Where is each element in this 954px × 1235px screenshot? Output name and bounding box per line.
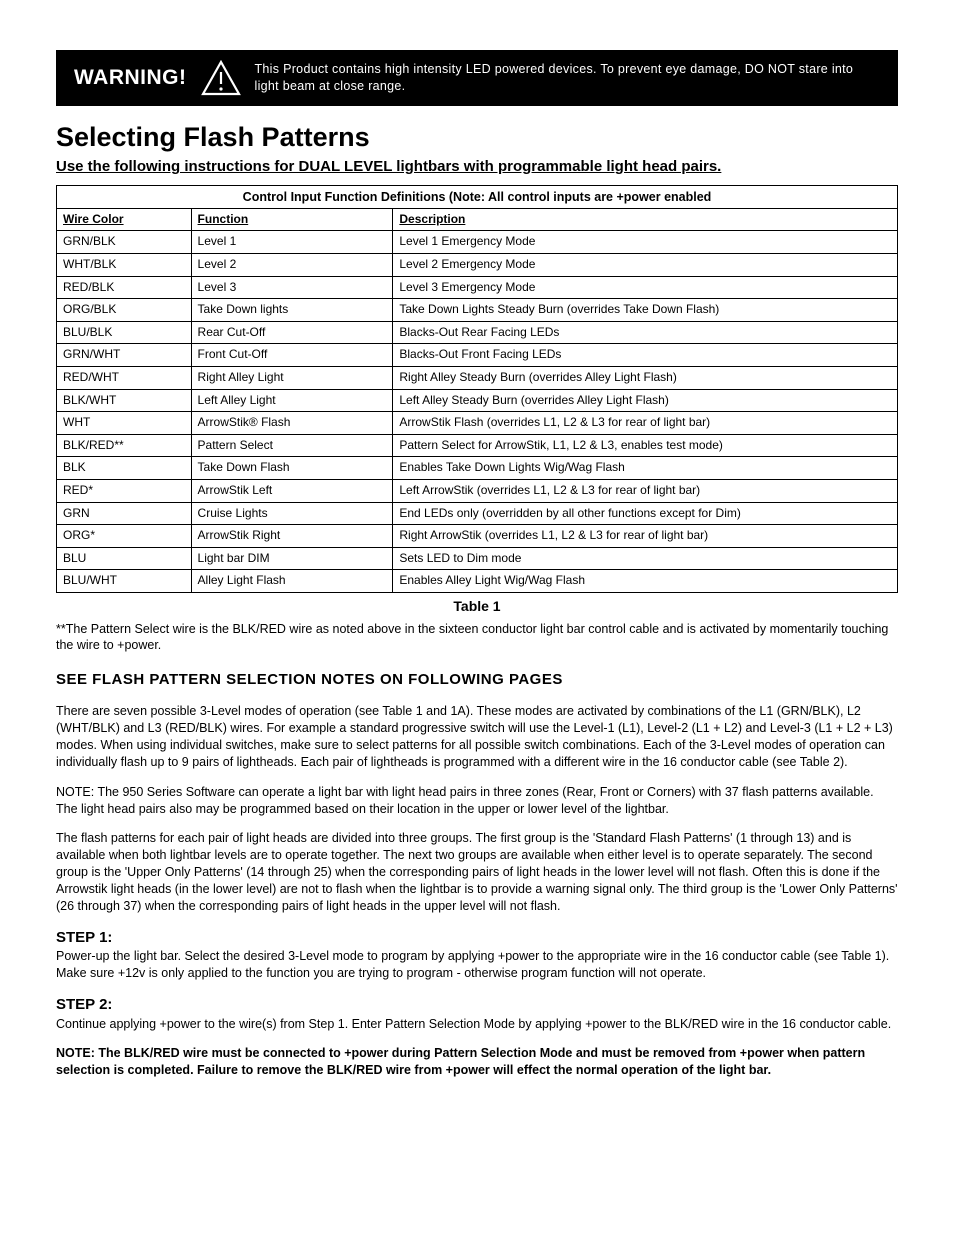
table-cell: Take Down lights xyxy=(191,299,393,322)
table-row: GRNCruise LightsEnd LEDs only (overridde… xyxy=(57,502,898,525)
step-2-heading: STEP 2: xyxy=(56,995,898,1015)
table-cell: RED/WHT xyxy=(57,367,192,390)
table-cell: Pattern Select for ArrowStik, L1, L2 & L… xyxy=(393,434,898,457)
table-cell: BLK xyxy=(57,457,192,480)
section-heading: SEE FLASH PATTERN SELECTION NOTES ON FOL… xyxy=(56,670,898,690)
table-cell: BLU/BLK xyxy=(57,321,192,344)
table-cell: Rear Cut-Off xyxy=(191,321,393,344)
table-cell: Left Alley Steady Burn (overrides Alley … xyxy=(393,389,898,412)
table-label: Table 1 xyxy=(56,597,898,615)
step-2-body: Continue applying +power to the wire(s) … xyxy=(56,1016,898,1033)
step-1-heading: STEP 1: xyxy=(56,928,898,948)
table-cell: Pattern Select xyxy=(191,434,393,457)
table-cell: Level 2 Emergency Mode xyxy=(393,254,898,277)
table-cell: BLK/RED** xyxy=(57,434,192,457)
table-footnote: **The Pattern Select wire is the BLK/RED… xyxy=(56,621,898,654)
table-cell: Blacks-Out Rear Facing LEDs xyxy=(393,321,898,344)
table-cell: Level 2 xyxy=(191,254,393,277)
table-caption-row: Control Input Function Definitions (Note… xyxy=(57,185,898,208)
header-wire-color: Wire Color xyxy=(57,208,192,231)
table-cell: Left Alley Light xyxy=(191,389,393,412)
table-cell: Left ArrowStik (overrides L1, L2 & L3 fo… xyxy=(393,479,898,502)
table-cell: Light bar DIM xyxy=(191,547,393,570)
paragraph-3: The flash patterns for each pair of ligh… xyxy=(56,830,898,914)
table-cell: Right Alley Light xyxy=(191,367,393,390)
table-cell: WHT/BLK xyxy=(57,254,192,277)
table-cell: Take Down Flash xyxy=(191,457,393,480)
paragraph-1: There are seven possible 3-Level modes o… xyxy=(56,703,898,771)
table-cell: BLK/WHT xyxy=(57,389,192,412)
table-cell: GRN/WHT xyxy=(57,344,192,367)
table-cell: ArrowStik Left xyxy=(191,479,393,502)
table-row: ORG/BLKTake Down lightsTake Down Lights … xyxy=(57,299,898,322)
table-header-row: Wire Color Function Description xyxy=(57,208,898,231)
table-row: WHT/BLKLevel 2Level 2 Emergency Mode xyxy=(57,254,898,277)
subheading: Use the following instructions for DUAL … xyxy=(56,157,898,177)
table-cell: ORG* xyxy=(57,525,192,548)
table-cell: Enables Alley Light Wig/Wag Flash xyxy=(393,570,898,593)
table-row: RED/WHTRight Alley LightRight Alley Stea… xyxy=(57,367,898,390)
header-description: Description xyxy=(393,208,898,231)
table-cell: Take Down Lights Steady Burn (overrides … xyxy=(393,299,898,322)
table-cell: Level 3 xyxy=(191,276,393,299)
table-cell: WHT xyxy=(57,412,192,435)
table-cell: ArrowStik Flash (overrides L1, L2 & L3 f… xyxy=(393,412,898,435)
table-cell: Enables Take Down Lights Wig/Wag Flash xyxy=(393,457,898,480)
table-cell: ORG/BLK xyxy=(57,299,192,322)
table-cell: ArrowStik Right xyxy=(191,525,393,548)
table-cell: GRN/BLK xyxy=(57,231,192,254)
table-row: ORG*ArrowStik RightRight ArrowStik (over… xyxy=(57,525,898,548)
table-row: BLK/RED**Pattern SelectPattern Select fo… xyxy=(57,434,898,457)
header-function: Function xyxy=(191,208,393,231)
warning-icon xyxy=(201,60,241,96)
warning-text: This Product contains high intensity LED… xyxy=(255,61,881,95)
table-row: BLKTake Down FlashEnables Take Down Ligh… xyxy=(57,457,898,480)
page-title: Selecting Flash Patterns xyxy=(56,120,898,155)
warning-label: WARNING! xyxy=(74,64,187,91)
note-bold: NOTE: The BLK/RED wire must be connected… xyxy=(56,1045,898,1079)
table-cell: Level 1 Emergency Mode xyxy=(393,231,898,254)
warning-banner: WARNING! This Product contains high inte… xyxy=(56,50,898,106)
table-cell: Level 1 xyxy=(191,231,393,254)
table-row: RED*ArrowStik LeftLeft ArrowStik (overri… xyxy=(57,479,898,502)
table-caption-top: Control Input Function Definitions (Note… xyxy=(57,185,898,208)
table-cell: Blacks-Out Front Facing LEDs xyxy=(393,344,898,367)
table-cell: End LEDs only (overridden by all other f… xyxy=(393,502,898,525)
table-cell: ArrowStik® Flash xyxy=(191,412,393,435)
table-row: BLK/WHTLeft Alley LightLeft Alley Steady… xyxy=(57,389,898,412)
table-row: WHTArrowStik® FlashArrowStik Flash (over… xyxy=(57,412,898,435)
paragraph-2: NOTE: The 950 Series Software can operat… xyxy=(56,784,898,818)
table-row: GRN/BLKLevel 1Level 1 Emergency Mode xyxy=(57,231,898,254)
table-cell: GRN xyxy=(57,502,192,525)
definitions-table: Control Input Function Definitions (Note… xyxy=(56,185,898,593)
table-row: BLULight bar DIMSets LED to Dim mode xyxy=(57,547,898,570)
table-cell: RED* xyxy=(57,479,192,502)
table-cell: Alley Light Flash xyxy=(191,570,393,593)
table-row: RED/BLKLevel 3Level 3 Emergency Mode xyxy=(57,276,898,299)
table-cell: Level 3 Emergency Mode xyxy=(393,276,898,299)
table-cell: Right Alley Steady Burn (overrides Alley… xyxy=(393,367,898,390)
table-cell: BLU/WHT xyxy=(57,570,192,593)
step-1-body: Power-up the light bar. Select the desir… xyxy=(56,948,898,982)
table-cell: RED/BLK xyxy=(57,276,192,299)
table-cell: BLU xyxy=(57,547,192,570)
table-cell: Right ArrowStik (overrides L1, L2 & L3 f… xyxy=(393,525,898,548)
table-cell: Cruise Lights xyxy=(191,502,393,525)
table-row: BLU/BLKRear Cut-OffBlacks-Out Rear Facin… xyxy=(57,321,898,344)
table-row: BLU/WHTAlley Light FlashEnables Alley Li… xyxy=(57,570,898,593)
table-row: GRN/WHTFront Cut-OffBlacks-Out Front Fac… xyxy=(57,344,898,367)
table-cell: Front Cut-Off xyxy=(191,344,393,367)
table-cell: Sets LED to Dim mode xyxy=(393,547,898,570)
